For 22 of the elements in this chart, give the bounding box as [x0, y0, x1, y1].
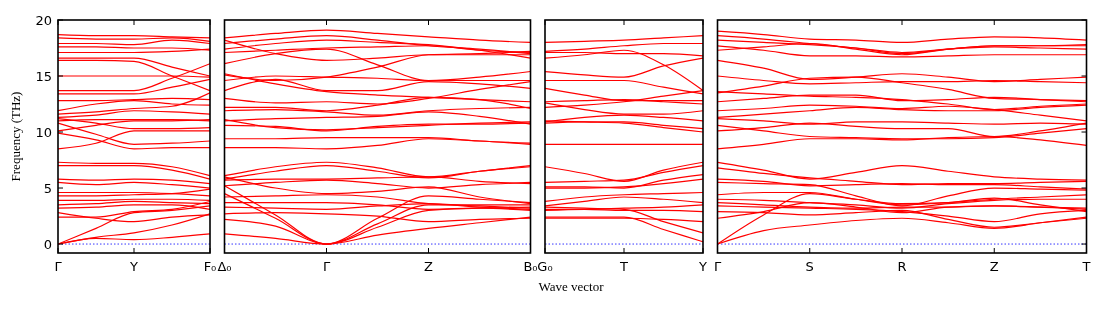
x-tick-label: Δ₀: [217, 259, 232, 274]
y-axis-title: Frequency (THz): [8, 91, 23, 182]
x-tick-label: T: [1081, 259, 1091, 274]
x-tick-label: Y: [129, 259, 139, 274]
y-tick-label: 0: [43, 236, 52, 252]
x-tick-label: G₀: [537, 259, 553, 274]
x-tick-label: Γ: [713, 259, 722, 274]
y-tick-label: 10: [35, 124, 52, 140]
y-tick-label: 20: [35, 12, 52, 28]
x-tick-label: Z: [989, 259, 999, 274]
x-tick-label: T: [619, 259, 629, 274]
x-tick-label: Z: [424, 259, 434, 274]
x-tick-label: B₀: [523, 259, 538, 274]
y-tick-label: 15: [35, 68, 52, 84]
x-tick-label: R: [897, 259, 907, 274]
x-tick-label: Γ: [54, 259, 63, 274]
y-tick-label: 5: [43, 180, 52, 196]
x-axis-title: Wave vector: [538, 279, 605, 294]
x-tick-label: S: [805, 259, 814, 274]
x-tick-label: Y: [698, 259, 708, 274]
x-tick-label: Γ: [322, 259, 331, 274]
x-tick-label: F₀: [203, 259, 217, 274]
